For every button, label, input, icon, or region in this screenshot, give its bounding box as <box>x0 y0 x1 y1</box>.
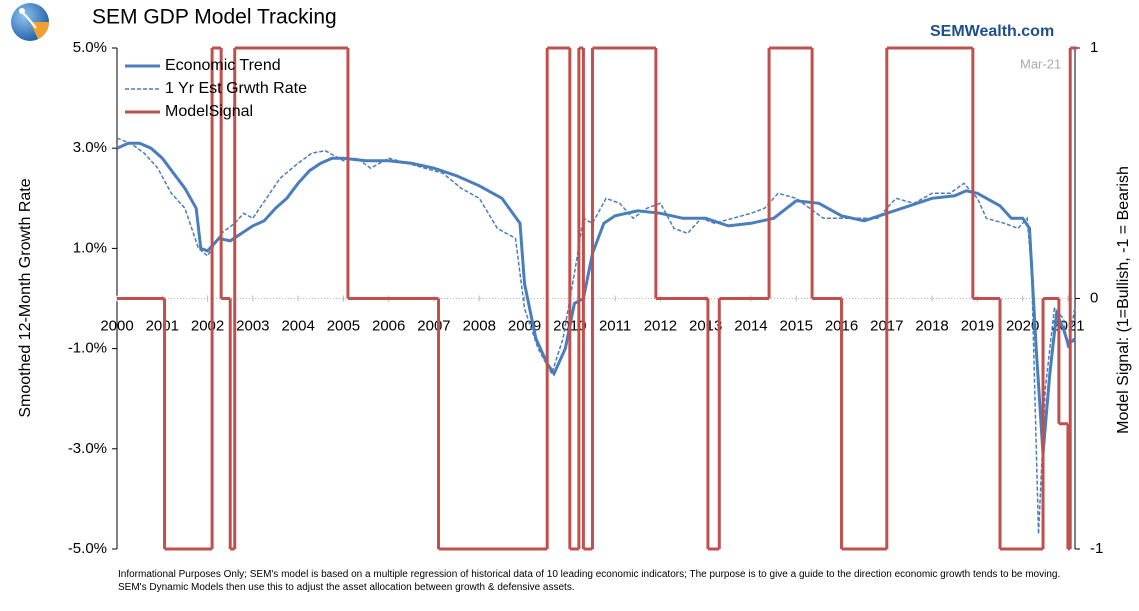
y2-tick-label: -1 <box>1090 540 1103 557</box>
footnote: Informational Purposes Only; SEM's model… <box>118 569 1061 593</box>
chart-title: SEM GDP Model Tracking <box>92 6 337 29</box>
x-tick-label: 2013 <box>689 317 722 334</box>
y2-tick-label: 1 <box>1090 39 1098 56</box>
x-tick-label: 2001 <box>146 317 179 334</box>
x-tick-label: 2006 <box>372 317 405 334</box>
legend-label: Economic Trend <box>165 57 281 74</box>
x-tick-label: 2008 <box>463 317 496 334</box>
legend-label: ModelSignal <box>165 103 253 120</box>
x-tick-label: 2018 <box>915 317 948 334</box>
x-tick-label: 2020 <box>1006 317 1039 334</box>
x-tick-label: 2007 <box>417 317 450 334</box>
y-tick-label: 1.0% <box>73 239 107 256</box>
y-tick-label: -1.0% <box>68 340 107 357</box>
y2-axis-label: Model Signal: (1=Bullish, -1 = Bearish <box>1115 166 1132 434</box>
x-tick-label: 2009 <box>508 317 541 334</box>
y-tick-label: -5.0% <box>68 540 107 557</box>
x-tick-label: 2012 <box>644 317 677 334</box>
y-tick-label: 3.0% <box>73 139 107 156</box>
y-axis-label: Smoothed 12-Month Growth Rate <box>17 178 34 417</box>
y2-tick-label: 0 <box>1090 289 1098 306</box>
x-tick-label: 2019 <box>961 317 994 334</box>
x-tick-label: 2011 <box>599 317 631 334</box>
x-tick-label: 2015 <box>780 317 813 334</box>
x-tick-label: 2002 <box>191 317 224 334</box>
series-line <box>116 137 1076 535</box>
legend-label: 1 Yr Est Grwth Rate <box>165 80 307 97</box>
series-line <box>116 141 1076 454</box>
x-tick-label: 2014 <box>734 317 767 334</box>
y-tick-label: -3.0% <box>68 440 107 457</box>
x-tick-label: 2005 <box>327 317 360 334</box>
y-tick-label: 5.0% <box>73 39 107 56</box>
date-note: Mar-21 <box>1020 56 1061 71</box>
brand: SEMWealth.com <box>930 23 1054 40</box>
x-tick-label: 2004 <box>281 317 314 334</box>
logo <box>11 3 49 41</box>
x-tick-label: 2003 <box>236 317 269 334</box>
x-tick-label: 2000 <box>100 317 133 334</box>
